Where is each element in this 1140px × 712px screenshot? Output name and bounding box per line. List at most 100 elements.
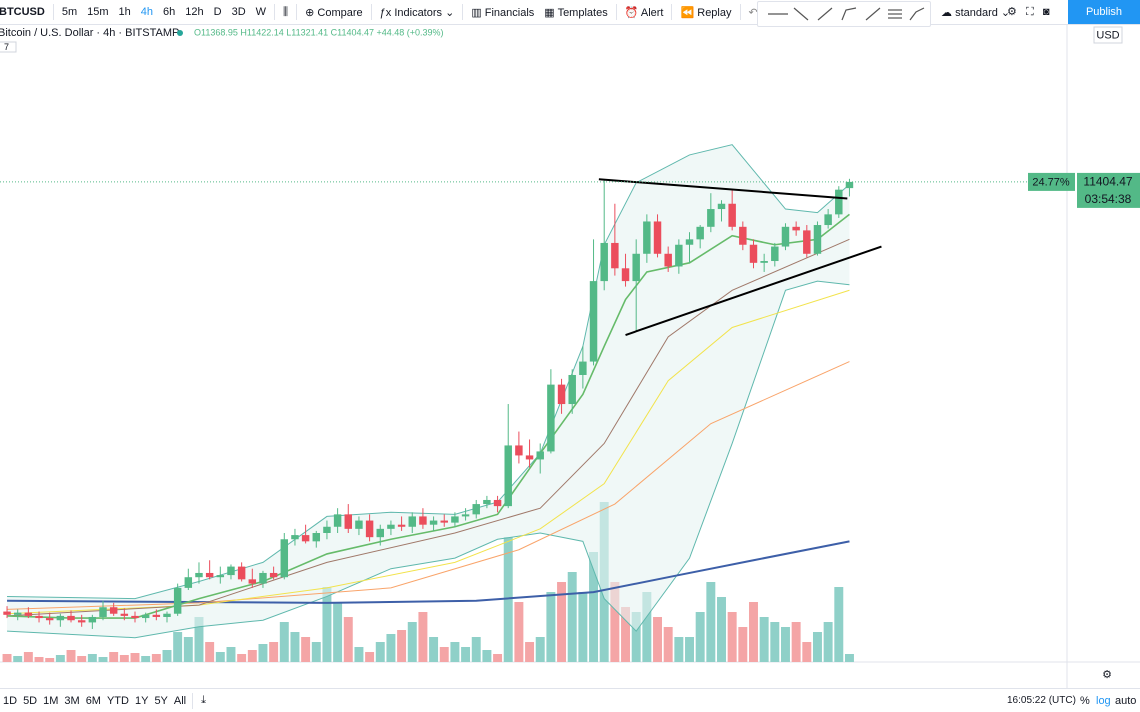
publish-button[interactable]: Publish [1068, 0, 1140, 24]
moving-average [7, 361, 850, 610]
volume-bar [247, 650, 257, 662]
range[interactable]: YTD [106, 694, 129, 707]
layout-selector[interactable]: ☁ standard ⌄ [941, 6, 1011, 19]
candle-body [376, 528, 384, 538]
range[interactable]: 5Y [154, 694, 168, 707]
separator [462, 4, 464, 20]
chart: Bitcoin / U.S. Dollar · 4h · BITSTAMP O1… [0, 25, 1140, 688]
label: Financials [484, 6, 535, 19]
candle-body [792, 226, 800, 231]
volume-bar [183, 637, 193, 662]
volume-bar [23, 652, 33, 662]
interval[interactable]: 15m [87, 6, 109, 18]
interval[interactable]: 5m [61, 6, 78, 18]
interval[interactable]: 6h [163, 6, 176, 18]
volume-bar [578, 592, 588, 662]
percent-box [1028, 172, 1075, 191]
volume-bar [397, 630, 407, 662]
range[interactable]: 5D [23, 694, 38, 707]
range[interactable]: 1M [43, 694, 59, 707]
band-lower [7, 280, 850, 639]
currency-box[interactable] [1093, 26, 1123, 44]
templates-button[interactable]: ▦ Templates [544, 6, 608, 19]
bottom-toolbar: 1D 5D 1M 3M 6M YTD 1Y 5Y All ⤓ 16:05:22 … [0, 688, 1140, 712]
volume-bar [546, 592, 556, 662]
range[interactable]: 1Y [134, 694, 149, 707]
volume-bar [311, 642, 321, 662]
candle-body [131, 615, 139, 619]
alert-button[interactable]: ⏰ Alert [624, 6, 664, 19]
date-range-icon[interactable]: ⤓ [201, 694, 207, 706]
volume-bar [407, 622, 417, 662]
candle-body [269, 572, 278, 578]
financials-button[interactable]: ▥ Financials [471, 6, 535, 19]
symbol[interactable]: BTCUSD [0, 6, 45, 18]
volume-bar [429, 637, 439, 662]
range[interactable]: All [173, 694, 187, 707]
separator [296, 4, 298, 20]
volume-bar [173, 632, 183, 662]
candle-body [461, 514, 470, 517]
volume-bar [503, 537, 513, 662]
volume-bar [685, 637, 694, 662]
volume-bar [802, 642, 812, 662]
candle-body [56, 615, 65, 621]
volume-bar [2, 654, 12, 662]
interval[interactable]: D [213, 6, 222, 18]
volume-bar [759, 617, 769, 662]
candle-body [781, 226, 790, 247]
replay-button[interactable]: ⏪ Replay [680, 6, 732, 19]
scale-option[interactable]: auto [1115, 694, 1137, 707]
band-fill [7, 144, 850, 638]
clock: 16:05:22 (UTC) [1007, 695, 1076, 706]
volume-bar [45, 658, 55, 662]
range[interactable]: 6M [85, 694, 101, 707]
settings-icons[interactable]: ⚙ ⛶ ◙ [1007, 6, 1050, 18]
candle-body [248, 579, 257, 584]
indicators-button[interactable]: ƒx Indicators ⌄ [379, 6, 455, 19]
range[interactable]: 1D [3, 694, 18, 707]
draw-layer [0, 178, 1067, 336]
candle-body [515, 445, 523, 456]
range[interactable]: 3M [64, 694, 80, 707]
candle-body [323, 526, 331, 534]
volume-bar [706, 582, 716, 662]
candle-body [301, 535, 310, 542]
candle-body [611, 242, 619, 269]
candle-body [141, 614, 150, 619]
interval[interactable]: 1h [118, 6, 131, 18]
candle-body [163, 613, 171, 617]
volume-bar [439, 647, 449, 662]
interval[interactable]: W [255, 6, 267, 18]
volume-bar [34, 657, 44, 662]
label: Replay [697, 6, 732, 19]
label: Templates [557, 6, 608, 19]
trend-line [625, 245, 882, 336]
volume-bar [333, 602, 343, 662]
volume-bar [87, 654, 97, 662]
scale-option[interactable]: log [1096, 694, 1111, 707]
interval[interactable]: 12h [185, 6, 204, 18]
candle-body [717, 203, 726, 210]
label: Indicators [394, 6, 443, 19]
time-axis-settings[interactable]: ⚙ [1102, 669, 1112, 681]
last-price-box [1077, 172, 1140, 208]
candle-body [504, 445, 512, 507]
separator [274, 4, 276, 20]
candle-body [77, 620, 86, 623]
volume-bar [738, 627, 748, 662]
volume-bar [749, 602, 758, 662]
chart-style[interactable]: ⫼ [283, 5, 289, 18]
volume-bar [418, 612, 428, 662]
volume-bar [226, 647, 236, 662]
interval[interactable]: 3D [231, 6, 246, 18]
scale-option[interactable]: % [1080, 694, 1090, 707]
indicator-collapse[interactable] [0, 41, 17, 53]
candle-body [664, 253, 672, 267]
candle-body [803, 230, 811, 254]
candle-body [237, 566, 246, 580]
interval[interactable]: 4h [140, 6, 154, 18]
compare-button[interactable]: ⊕ Compare [305, 6, 363, 19]
legend-ohlc: O11368.95 H11422.14 L11321.41 C11404.47 … [194, 27, 444, 37]
candle-body [67, 615, 75, 621]
